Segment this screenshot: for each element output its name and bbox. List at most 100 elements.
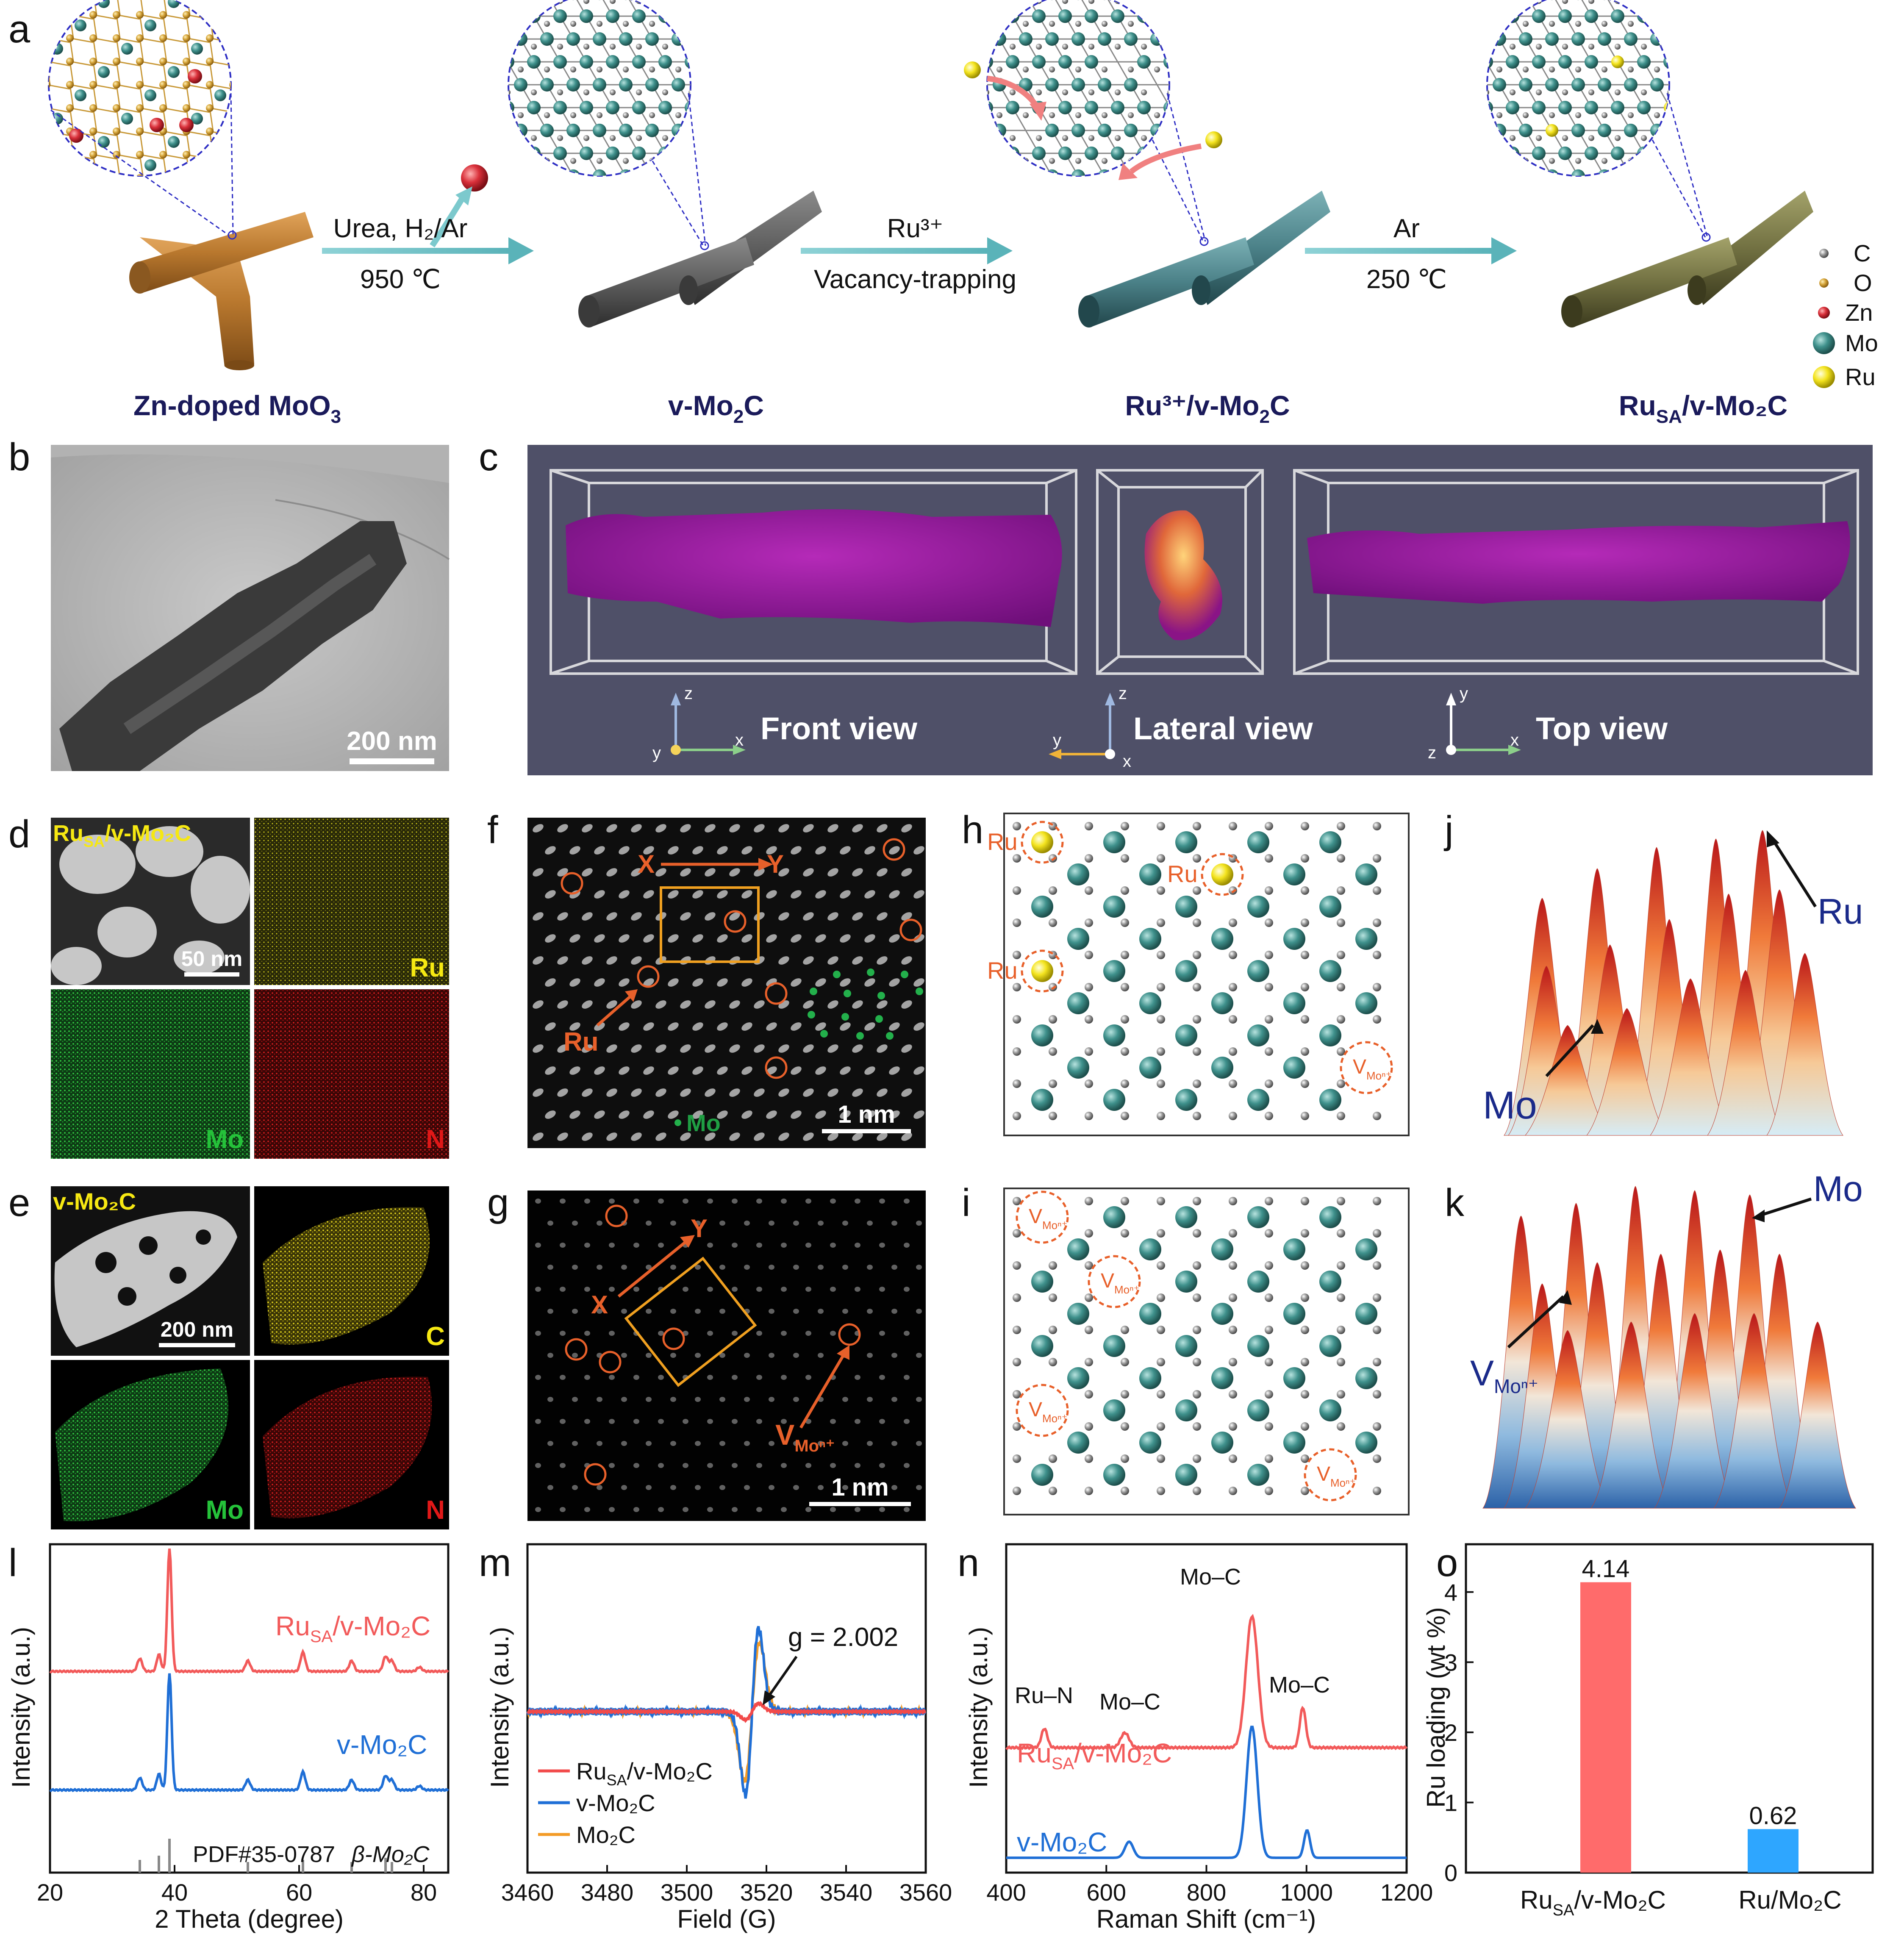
- lattice-c-atom: [583, 0, 589, 4]
- model-c-atom: [1373, 983, 1381, 991]
- vacancy-site-circle: [838, 1323, 861, 1346]
- lattice-mo-atom: [566, 32, 580, 46]
- lattice-mo-atom: [953, 192, 967, 206]
- lattice-o-atom: [229, 34, 231, 42]
- model-c-atom: [1229, 1358, 1237, 1366]
- lattice-mo-atom: [1466, 78, 1480, 92]
- stem-atom-column: [609, 1199, 615, 1204]
- lattice-mo-atom: [540, 169, 554, 176]
- model-mo-atom: [1067, 1367, 1089, 1389]
- stem-atom-column: [619, 890, 630, 899]
- lattice-o-atom: [229, 11, 231, 19]
- lattice-c-atom: [702, 158, 708, 164]
- stem-atom-column: [646, 1309, 652, 1314]
- lattice-mo-atom: [191, 183, 203, 194]
- stem-atom-column: [533, 1044, 544, 1053]
- stem-atom-column: [633, 1375, 639, 1380]
- lattice-c-atom: [754, 112, 760, 118]
- stem-atom-column: [594, 1110, 605, 1119]
- model-c-atom: [1049, 919, 1057, 927]
- model-c-atom: [1121, 1047, 1129, 1056]
- lattice-mo-atom: [1532, 9, 1546, 23]
- stem-atom-column: [584, 1375, 590, 1380]
- stem-atom-column: [572, 1441, 578, 1446]
- model-c-atom: [1373, 1261, 1381, 1270]
- model-c-atom: [1337, 886, 1345, 895]
- stem-atom-column: [901, 1132, 912, 1141]
- stem-atom-column: [830, 1331, 836, 1336]
- stem-atom-column: [830, 1419, 836, 1424]
- mo-marker-dot: [808, 1011, 815, 1018]
- model-c-atom: [1301, 919, 1309, 927]
- lattice-o-atom: [19, 128, 27, 135]
- model-c-atom: [1337, 1326, 1345, 1334]
- model-c-atom: [1121, 822, 1129, 830]
- stem-atom-column: [619, 934, 630, 943]
- lattice-c-atom: [1562, 181, 1568, 187]
- lattice-mo-atom: [1558, 146, 1572, 160]
- lattice-c-atom: [623, 21, 629, 27]
- model-c-atom: [1265, 1080, 1273, 1088]
- name-ru3-v-mo2c: Ru³⁺/v-Mo2C: [1125, 390, 1290, 427]
- lattice-o-atom: [253, 58, 260, 65]
- lattice-c-atom: [1628, 21, 1634, 27]
- stem-atom-column: [646, 1221, 652, 1226]
- stem-atom-column: [717, 934, 728, 943]
- model-c-atom: [1085, 1261, 1093, 1270]
- stem-atom-column: [855, 1287, 860, 1292]
- lattice-c-atom: [741, 0, 747, 4]
- stem-atom-column: [535, 1243, 541, 1248]
- stem-atom-column: [913, 1066, 924, 1075]
- lattice-mo-atom: [1440, 78, 1454, 92]
- mo-marker-dot: [841, 1013, 849, 1021]
- lattice-c-atom: [1601, 67, 1607, 73]
- ru-site-circle: [883, 838, 905, 861]
- stem-atom-column: [535, 1419, 541, 1424]
- model-c-atom: [1229, 919, 1237, 927]
- lattice-mo-atom: [1058, 9, 1072, 23]
- lattice-mo-atom: [1703, 32, 1716, 46]
- lattice-c-atom: [1510, 135, 1515, 141]
- stem-atom-column: [643, 1066, 654, 1075]
- lattice-mo-atom: [1177, 169, 1190, 183]
- stem-atom-column: [867, 1353, 873, 1358]
- intensity-peak: [1779, 1321, 1856, 1509]
- model-c-atom: [1157, 1015, 1165, 1024]
- model-c-atom: [1301, 1080, 1309, 1088]
- lattice-mo-atom: [645, 123, 659, 137]
- lattice-mo-atom: [1453, 147, 1467, 160]
- bar-value-label-1: 4.14: [1582, 1555, 1630, 1583]
- stem-atom-column: [535, 1199, 541, 1204]
- top-axis-left: z: [1428, 744, 1436, 762]
- raman-series-rusa: [1005, 1614, 1408, 1751]
- model-mo-atom: [1031, 1271, 1053, 1293]
- model-c-atom: [1049, 1454, 1057, 1463]
- stem-atom-column: [879, 1419, 885, 1424]
- model-mo-atom: [1355, 992, 1377, 1014]
- lattice-mo-atom: [619, 169, 633, 176]
- stem-atom-column: [732, 1287, 738, 1292]
- model-c-atom: [1337, 1047, 1345, 1056]
- lattice-mo-atom: [98, 206, 110, 218]
- lattice-mo-atom: [1703, 124, 1716, 137]
- x-tick-label: 80: [411, 1879, 437, 1906]
- lattice-o-atom: [206, 128, 214, 135]
- lattice-c-atom: [1049, 204, 1055, 210]
- lattice-c-atom: [570, 112, 576, 118]
- model-c-atom: [1157, 1229, 1165, 1238]
- stem-atom-column: [631, 868, 642, 877]
- lattice-c-atom: [508, 89, 511, 95]
- lattice-o-atom: [206, 34, 214, 42]
- lattice-c-atom: [1220, 181, 1226, 187]
- lattice-c-atom: [1180, 112, 1186, 118]
- lattice-mo-atom: [1085, 9, 1098, 23]
- stem-atom-column: [791, 934, 802, 943]
- stem-atom-column: [597, 1309, 602, 1314]
- name-zn-doped-moo3: Zn-doped MoO3: [133, 390, 341, 427]
- stem-atom-column: [717, 846, 728, 855]
- model-mo-atom: [1175, 1024, 1197, 1046]
- lattice-c-atom: [1036, 181, 1042, 187]
- lattice-mo-atom: [527, 192, 541, 206]
- k-mo-label: Mo: [1813, 1169, 1863, 1209]
